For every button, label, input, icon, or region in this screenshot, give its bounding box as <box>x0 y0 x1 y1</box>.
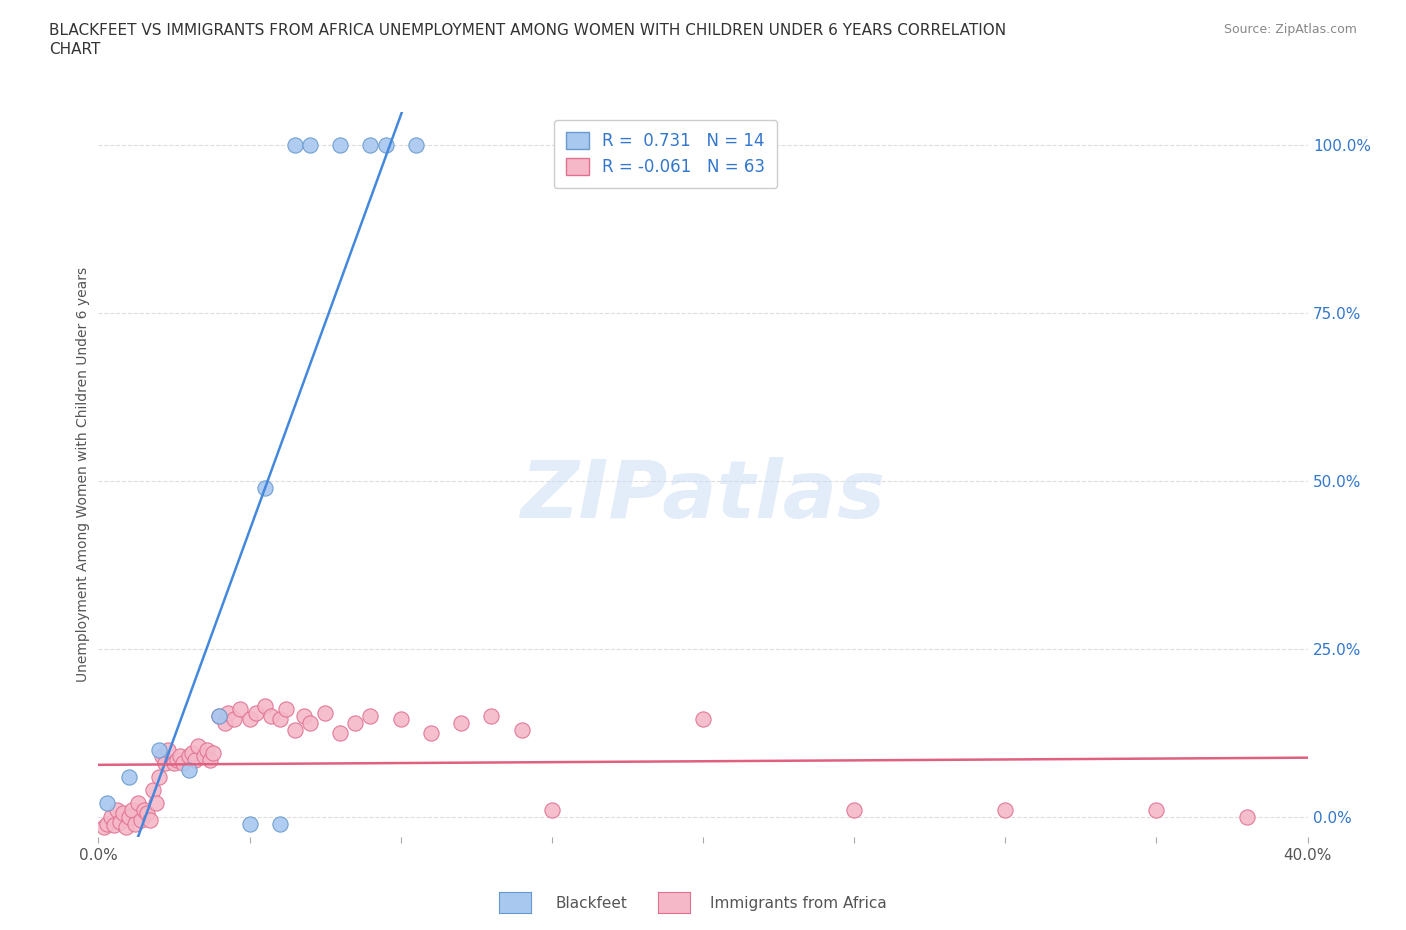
Point <box>127 796 149 811</box>
Point <box>274 702 297 717</box>
Point <box>118 809 141 824</box>
Point <box>179 763 201 777</box>
Point <box>239 817 262 831</box>
Point <box>139 813 162 828</box>
Point <box>1236 809 1258 824</box>
Point <box>195 742 218 757</box>
Point <box>166 752 188 767</box>
Point <box>360 709 382 724</box>
Point <box>96 817 118 831</box>
Point <box>163 756 186 771</box>
Text: ZIPatlas: ZIPatlas <box>520 457 886 535</box>
Point <box>105 803 128 817</box>
Point <box>187 739 209 754</box>
Point <box>540 803 562 817</box>
Legend: R =  0.731   N = 14, R = -0.061   N = 63: R = 0.731 N = 14, R = -0.061 N = 63 <box>554 120 778 188</box>
Point <box>389 712 412 727</box>
Point <box>200 752 222 767</box>
Point <box>344 715 367 730</box>
Point <box>269 712 291 727</box>
Point <box>169 749 191 764</box>
Point <box>360 138 382 153</box>
Y-axis label: Unemployment Among Women with Children Under 6 years: Unemployment Among Women with Children U… <box>76 267 90 682</box>
Point <box>108 815 131 830</box>
Point <box>420 725 443 740</box>
Point <box>172 756 194 771</box>
Point <box>129 813 152 828</box>
Point <box>153 756 176 771</box>
Point <box>121 803 143 817</box>
Point <box>193 749 215 764</box>
Point <box>148 742 170 757</box>
Text: CHART: CHART <box>49 42 101 57</box>
Point <box>481 709 503 724</box>
Point <box>292 709 315 724</box>
Point <box>118 769 141 784</box>
Point <box>93 819 115 834</box>
Point <box>142 782 165 797</box>
Point <box>145 796 167 811</box>
Point <box>184 752 207 767</box>
Point <box>208 709 231 724</box>
Point <box>692 712 714 727</box>
Point <box>124 817 146 831</box>
Point <box>299 715 322 730</box>
Point <box>214 715 236 730</box>
Point <box>260 709 283 724</box>
Point <box>299 138 322 153</box>
Text: BLACKFEET VS IMMIGRANTS FROM AFRICA UNEMPLOYMENT AMONG WOMEN WITH CHILDREN UNDER: BLACKFEET VS IMMIGRANTS FROM AFRICA UNEM… <box>49 23 1007 38</box>
Point <box>405 138 427 153</box>
Point <box>450 715 472 730</box>
Point <box>208 709 231 724</box>
Point <box>329 138 352 153</box>
Point <box>202 746 225 761</box>
Point <box>510 722 533 737</box>
Point <box>150 749 173 764</box>
Point <box>284 138 307 153</box>
Point <box>253 480 276 495</box>
Point <box>96 796 118 811</box>
Text: Immigrants from Africa: Immigrants from Africa <box>710 897 887 911</box>
Text: Source: ZipAtlas.com: Source: ZipAtlas.com <box>1223 23 1357 36</box>
Point <box>1144 803 1167 817</box>
Point <box>100 809 122 824</box>
Point <box>181 746 204 761</box>
Point <box>245 705 267 720</box>
Point <box>314 705 336 720</box>
Point <box>114 819 136 834</box>
Point <box>135 806 157 821</box>
Point <box>103 817 125 832</box>
Point <box>224 712 246 727</box>
Point <box>269 817 291 831</box>
Point <box>217 705 239 720</box>
Point <box>132 803 155 817</box>
Point <box>329 725 352 740</box>
Point <box>284 722 307 737</box>
Text: Blackfeet: Blackfeet <box>555 897 627 911</box>
Point <box>844 803 866 817</box>
Point <box>994 803 1017 817</box>
Point <box>239 712 262 727</box>
Point <box>374 138 396 153</box>
Point <box>156 742 179 757</box>
Point <box>179 749 201 764</box>
Point <box>148 769 170 784</box>
Point <box>253 698 276 713</box>
Point <box>229 702 252 717</box>
Point <box>111 806 134 821</box>
